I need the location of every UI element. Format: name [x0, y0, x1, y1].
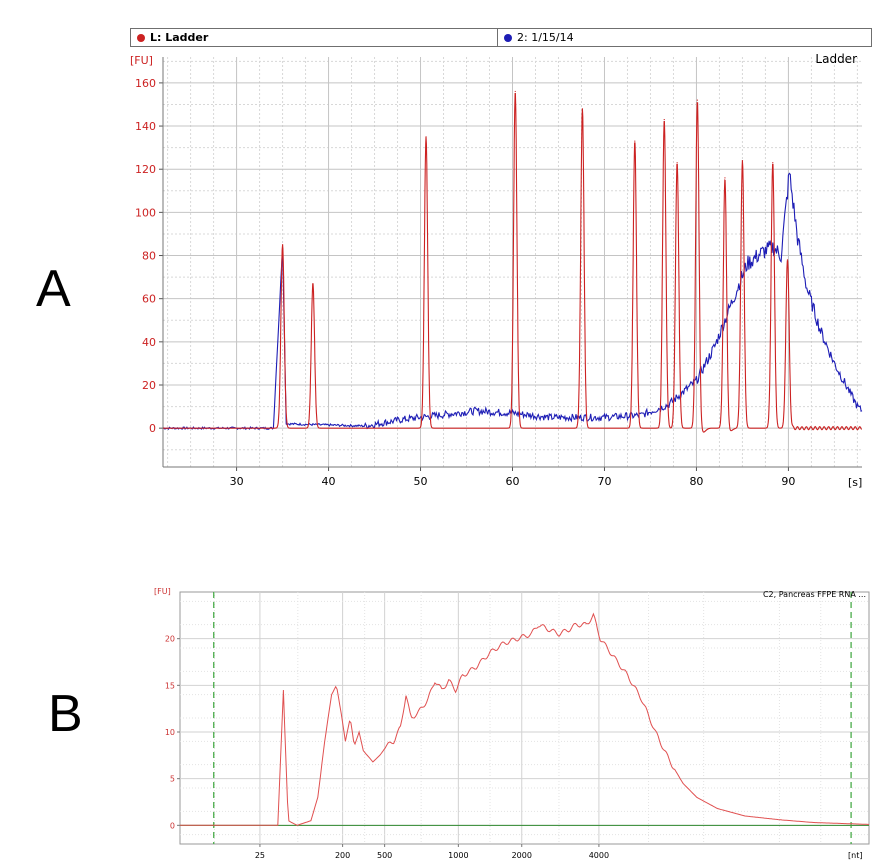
x-tick-label: 70: [597, 475, 611, 488]
chart-a-axes: 30 40 50 60 70 80 90 0 20 40 60 80 100 120 140 160: [135, 57, 862, 488]
legend-entry-ladder[interactable]: L: Ladder: [137, 29, 208, 46]
panel-label-b: B: [48, 685, 83, 743]
y-tick-label: 80: [142, 250, 156, 263]
chart-b-axes: 25 200 500 1000 2000 4000 0 5 10 15 20: [165, 635, 609, 860]
y-tick-label: 5: [170, 775, 175, 784]
y-tick-label: 20: [142, 379, 156, 392]
y-tick-label: 40: [142, 336, 156, 349]
y-tick-label: 20: [165, 635, 175, 644]
y-tick-label: 120: [135, 163, 156, 176]
ladder-peak-point: [581, 108, 584, 110]
y-tick-label: 15: [165, 681, 175, 690]
chart-a-xlabel: [s]: [848, 476, 862, 489]
series-trace-line: [180, 612, 869, 826]
legend-entry-sample[interactable]: 2: 1/15/14: [497, 29, 864, 46]
x-tick-label: 2000: [512, 851, 532, 860]
chart-b-ylabel: [FU]: [154, 587, 171, 596]
ladder-peak-point: [634, 140, 636, 142]
chart-a-corner-label: Ladder: [815, 52, 857, 66]
chart-b-xlabel: [nt]: [848, 851, 862, 860]
x-tick-label: 500: [377, 851, 392, 860]
ladder-peak-point: [425, 136, 427, 138]
chart-b-title: C2, Pancreas FFPE RNA ...: [763, 590, 866, 599]
ladder-peak-point: [724, 177, 726, 179]
chart-a-grid: [163, 57, 862, 467]
x-tick-label: 200: [335, 851, 350, 860]
ladder-peak-point: [772, 162, 774, 164]
x-tick-label: 4000: [589, 851, 609, 860]
y-tick-label: 160: [135, 77, 156, 90]
legend-label: 2: 1/15/14: [517, 31, 574, 44]
panel-label-a: A: [36, 260, 71, 318]
x-tick-label: 80: [689, 475, 703, 488]
chart-a: 30 40 50 60 70 80 90 0 20 40 60 80 100 120 140 160 [FU]…: [130, 52, 863, 489]
x-tick-label: 60: [506, 475, 520, 488]
ladder-peak-point: [312, 282, 314, 285]
chart-b-grid: [180, 592, 869, 844]
x-tick-label: 30: [230, 475, 244, 488]
ladder-peak-point: [281, 244, 284, 246]
series-ladder-line: [163, 93, 863, 433]
legend-dot-blue-icon: [504, 34, 512, 42]
y-tick-label: 100: [135, 206, 156, 219]
ladder-peak-point: [741, 159, 744, 162]
legend-dot-red-icon: [137, 34, 145, 42]
y-tick-label: 10: [165, 728, 175, 737]
y-tick-label: 0: [170, 821, 175, 830]
chart-a-series: [162, 90, 863, 433]
ladder-peak-point: [676, 162, 678, 164]
y-tick-label: 0: [149, 422, 156, 435]
ladder-peak-point: [696, 99, 698, 101]
chart-a-ylabel: [FU]: [130, 54, 153, 67]
chart-b-series: [180, 592, 869, 844]
ladder-peak-point: [514, 90, 516, 93]
legend-label: L: Ladder: [150, 31, 209, 44]
ladder-peak-point: [786, 259, 789, 261]
x-tick-label: 50: [414, 475, 428, 488]
chart-a-legend: L: Ladder 2: 1/15/14: [130, 28, 872, 47]
x-tick-label: 90: [781, 475, 795, 488]
x-tick-label: 40: [322, 475, 336, 488]
x-tick-label: 1000: [448, 851, 468, 860]
y-tick-label: 140: [135, 120, 156, 133]
x-tick-label: 25: [255, 851, 265, 860]
y-tick-label: 60: [142, 293, 156, 306]
series-sample-line: [162, 172, 863, 431]
ladder-peak-point: [663, 118, 665, 121]
